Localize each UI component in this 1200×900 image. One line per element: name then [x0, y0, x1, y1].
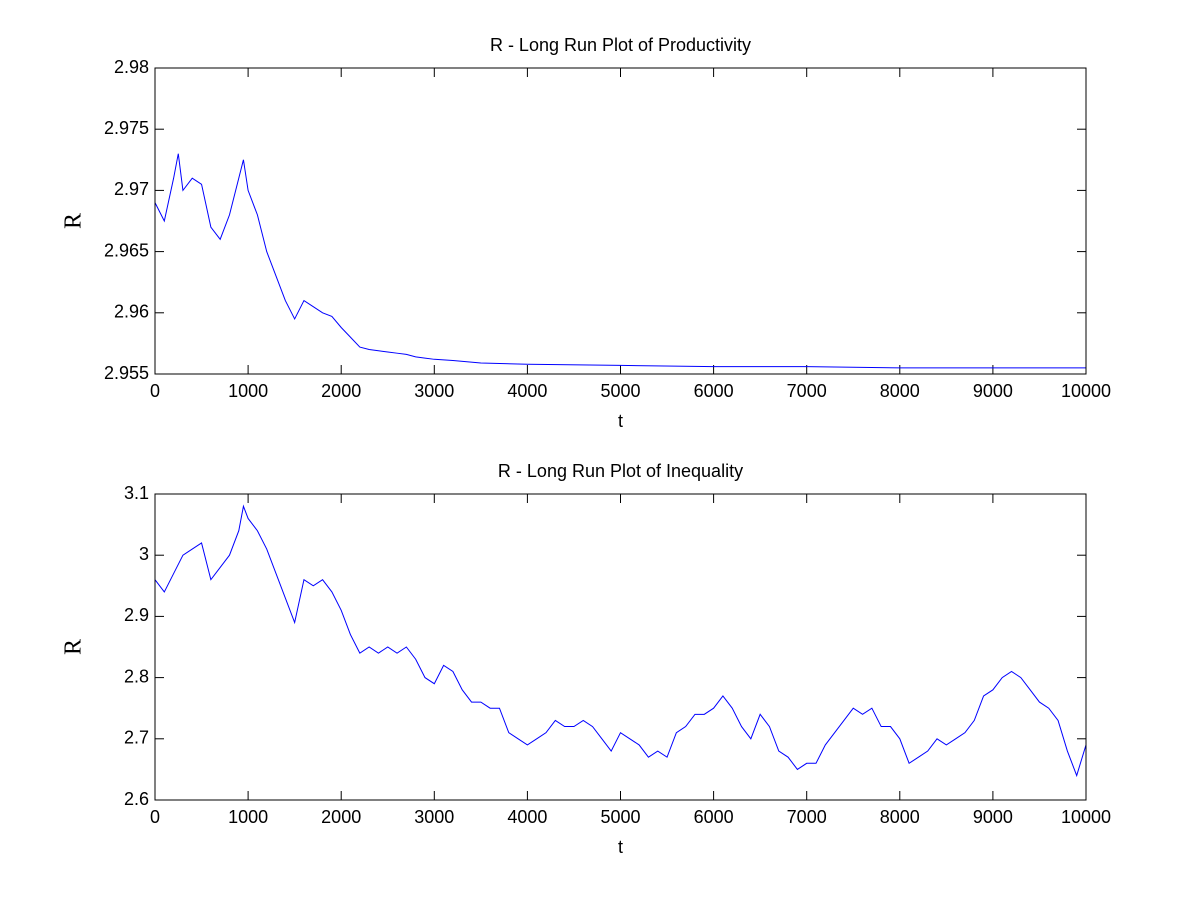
y-tick-label: 3	[139, 544, 149, 564]
y-tick-label: 2.9	[124, 605, 149, 625]
y-tick-label: 2.955	[104, 363, 149, 383]
axes-box	[154, 67, 1087, 375]
x-tick-label: 6000	[694, 807, 734, 827]
x-tick-label: 7000	[787, 381, 827, 401]
y-tick-label: 2.6	[124, 789, 149, 809]
x-tick-label: 5000	[600, 381, 640, 401]
y-tick-label: 2.7	[124, 728, 149, 748]
chart-title: R - Long Run Plot of Inequality	[498, 461, 743, 481]
x-tick-label: 7000	[787, 807, 827, 827]
x-tick-label: 9000	[973, 381, 1013, 401]
axes: R - Long Run Plot of Productivity t R 0 1000…	[61, 35, 1112, 431]
y-tick-label: 2.96	[114, 302, 149, 322]
x-tick-label: 5000	[600, 807, 640, 827]
y-axis-label: R	[61, 639, 87, 655]
x-tick-label: 3000	[414, 381, 454, 401]
y-tick-label: 3.1	[124, 483, 149, 503]
x-tick-label: 10000	[1061, 807, 1111, 827]
x-tick-label: 3000	[414, 807, 454, 827]
x-axis-label: t	[618, 411, 623, 431]
axes-box	[154, 493, 1087, 801]
y-tick-label: 2.975	[104, 118, 149, 138]
x-tick-label: 4000	[507, 381, 547, 401]
x-tick-label: 2000	[321, 807, 361, 827]
x-tick-label: 9000	[973, 807, 1013, 827]
x-tick-label: 10000	[1061, 381, 1111, 401]
x-tick-label: 4000	[507, 807, 547, 827]
x-tick-label: 2000	[321, 381, 361, 401]
x-tick-label: 0	[150, 807, 160, 827]
chart-title: R - Long Run Plot of Productivity	[490, 35, 751, 55]
x-axis-label: t	[618, 837, 623, 857]
y-axis-label: R	[61, 213, 87, 229]
data-line	[154, 153, 1086, 369]
y-tick-label: 2.98	[114, 57, 149, 77]
x-tick-label: 1000	[228, 381, 268, 401]
y-tick-label: 2.97	[114, 179, 149, 199]
x-tick-label: 8000	[880, 381, 920, 401]
x-tick-label: 8000	[880, 807, 920, 827]
axes: R - Long Run Plot of Inequality t R 0 1000 20…	[61, 461, 1112, 857]
data-line	[154, 504, 1087, 778]
y-tick-label: 2.965	[104, 240, 149, 260]
x-tick-label: 6000	[694, 381, 734, 401]
x-tick-label: 0	[150, 381, 160, 401]
x-tick-label: 1000	[228, 807, 268, 827]
y-tick-label: 2.8	[124, 666, 149, 686]
